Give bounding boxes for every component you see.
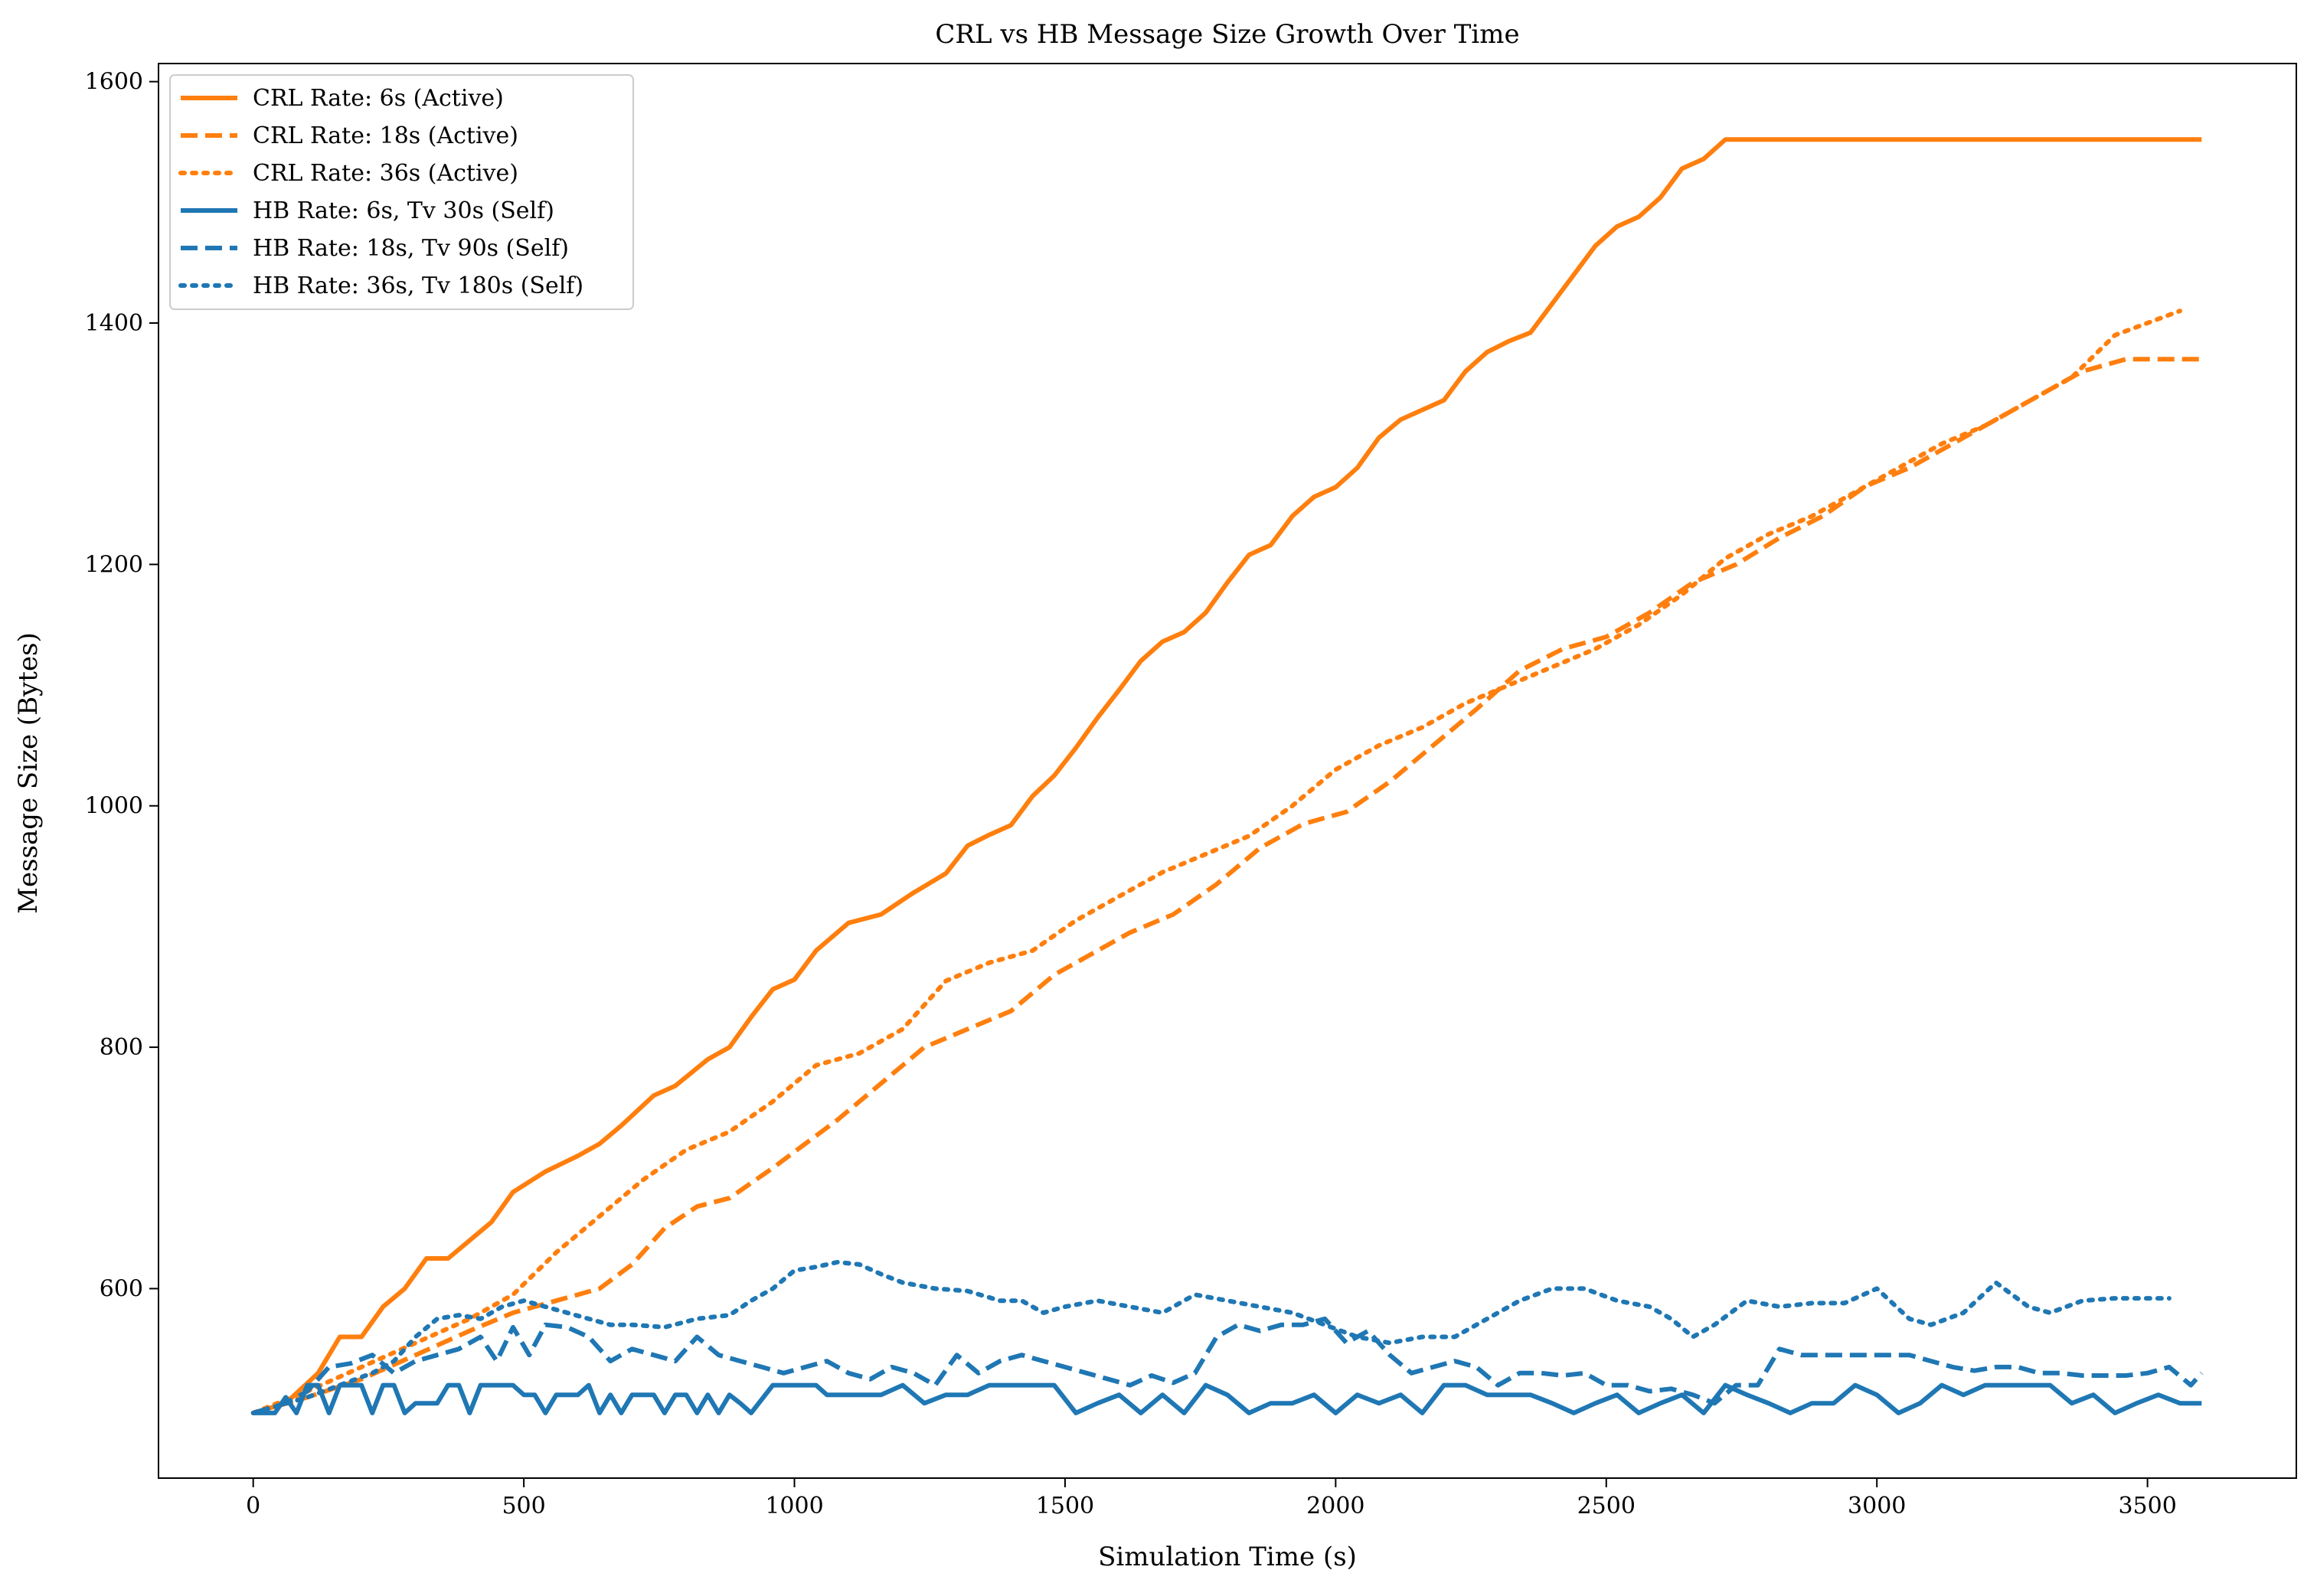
legend-label-5: HB Rate: 36s, Tv 180s (Self) bbox=[253, 273, 583, 299]
y-tick-label: 1000 bbox=[85, 793, 143, 820]
x-tick-label: 3000 bbox=[1848, 1493, 1906, 1519]
plot-frame bbox=[158, 63, 2297, 1479]
x-tick-label: 0 bbox=[246, 1493, 260, 1519]
y-tick-label: 600 bbox=[100, 1275, 143, 1302]
series-line-0 bbox=[252, 137, 2202, 1415]
legend-box bbox=[169, 74, 634, 310]
chart-title: CRL vs HB Message Size Growth Over Time bbox=[935, 19, 1519, 50]
x-tick-label: 2500 bbox=[1577, 1493, 1636, 1519]
legend-label-1: CRL Rate: 18s (Active) bbox=[253, 122, 518, 149]
series-line-3 bbox=[253, 1382, 2202, 1415]
x-axis: 0 500 1000 1500 2000 2500 3000 3500 bbox=[246, 1478, 2177, 1519]
series-line-5 bbox=[250, 1259, 2172, 1415]
series-line-4 bbox=[252, 1316, 2204, 1415]
x-axis-label: Simulation Time (s) bbox=[1098, 1542, 1357, 1572]
y-axis-label: Message Size (Bytes) bbox=[13, 632, 44, 914]
legend-label-3: HB Rate: 6s, Tv 30s (Self) bbox=[253, 197, 554, 224]
x-tick-label: 1500 bbox=[1036, 1493, 1094, 1519]
y-tick-label: 1400 bbox=[85, 310, 143, 337]
y-tick-label: 800 bbox=[100, 1034, 143, 1061]
y-tick-label: 1200 bbox=[85, 551, 143, 578]
legend-label-4: HB Rate: 18s, Tv 90s (Self) bbox=[253, 235, 569, 262]
legend-label-2: CRL Rate: 36s (Active) bbox=[253, 160, 518, 187]
series-layer bbox=[250, 137, 2204, 1415]
x-tick-label: 500 bbox=[502, 1493, 545, 1519]
series-line-2 bbox=[250, 308, 2182, 1415]
y-tick-label: 1600 bbox=[85, 69, 143, 96]
legend: CRL Rate: 6s (Active) CRL Rate: 18s (Acti… bbox=[169, 74, 634, 310]
legend-label-0: CRL Rate: 6s (Active) bbox=[253, 85, 504, 112]
x-tick-label: 2000 bbox=[1306, 1493, 1364, 1519]
x-tick-label: 1000 bbox=[765, 1493, 823, 1519]
y-axis: 600 800 1000 1200 1400 1600 bbox=[85, 69, 158, 1302]
x-tick-label: 3500 bbox=[2118, 1493, 2176, 1519]
